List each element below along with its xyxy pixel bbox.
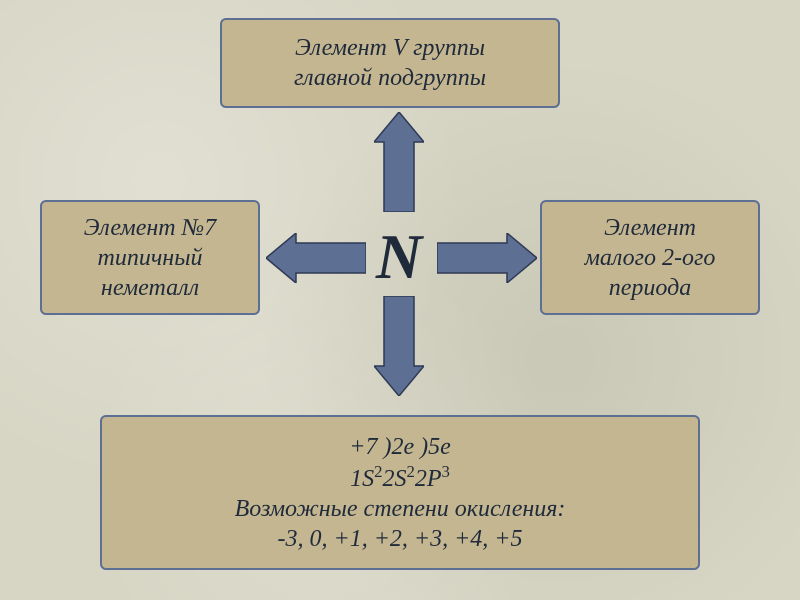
arrow-up-icon	[374, 112, 424, 212]
node-element-7: Элемент №7 типичный неметалл	[40, 200, 260, 315]
node-group-v: Элемент V группы главной подгруппы	[220, 18, 560, 108]
center-element-symbol: N	[369, 220, 429, 294]
electron-config-text: 1S22S22P3	[350, 462, 450, 494]
oxidation-values: -3, 0, +1, +2, +3, +4, +5	[278, 524, 523, 554]
node-electron-config: +7 )2e )5e 1S22S22P3 Возможные степени о…	[100, 415, 700, 570]
arrow-left-icon	[266, 233, 366, 283]
node-left-line1: Элемент №7	[84, 213, 217, 243]
arrow-right-icon	[437, 233, 537, 283]
node-left-line3: неметалл	[101, 273, 199, 303]
node-top-line1: Элемент V группы	[295, 33, 485, 63]
node-right-line1: Элемент	[604, 213, 696, 243]
node-top-line2: главной подгруппы	[294, 63, 486, 93]
node-right-line2: малого 2-ого	[585, 243, 716, 273]
arrow-down-icon	[374, 296, 424, 396]
oxidation-label: Возможные степени окисления:	[235, 494, 566, 524]
electron-shell-text: +7 )2e )5e	[349, 432, 450, 462]
node-right-line3: периода	[609, 273, 691, 303]
node-left-line2: типичный	[98, 243, 203, 273]
node-period-2: Элемент малого 2-ого периода	[540, 200, 760, 315]
